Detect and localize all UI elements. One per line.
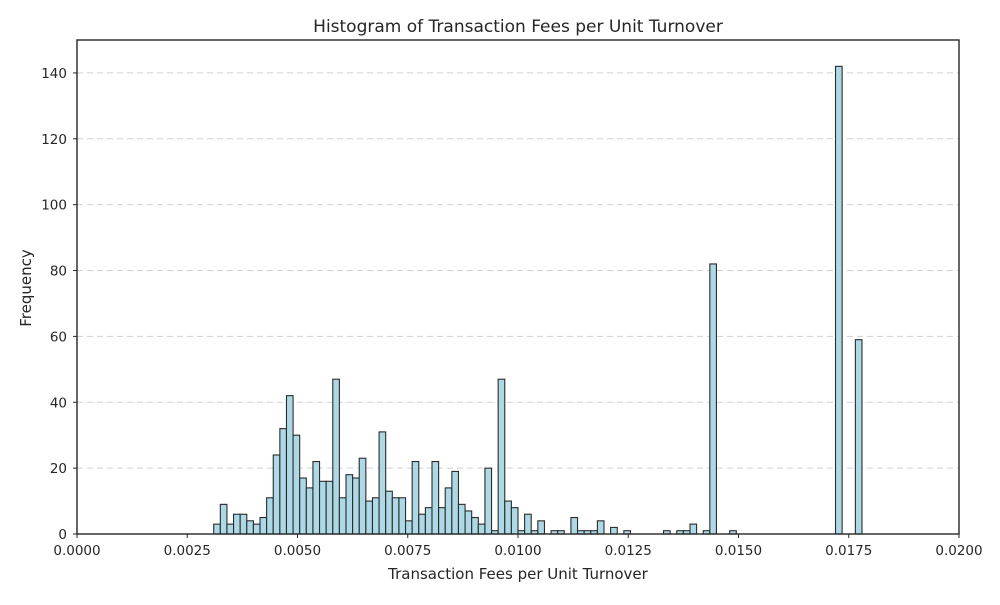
histogram-bar [431, 460, 440, 535]
y-axis-ticks: 0 20 40 60 80 100 120 140 [41, 66, 77, 543]
histogram-bar [345, 474, 354, 535]
histogram-bar [252, 523, 261, 535]
y-tick-label: 40 [50, 395, 67, 411]
histogram-bar [510, 507, 519, 535]
x-axis-label: Transaction Fees per Unit Turnover [387, 565, 648, 583]
y-tick-label: 60 [50, 329, 67, 345]
histogram-bar [854, 339, 863, 535]
histogram-bar [477, 523, 486, 535]
histogram-bar [213, 523, 221, 535]
histogram-bar [385, 490, 393, 535]
histogram-bar [318, 480, 327, 535]
histogram-bar [537, 520, 546, 535]
histogram-bar [464, 510, 473, 535]
histogram-bar [279, 428, 288, 535]
y-tick-label: 140 [41, 66, 67, 82]
histogram-bar [424, 507, 433, 535]
x-tick-label: 0.0175 [825, 543, 872, 559]
y-tick-label: 120 [41, 132, 67, 148]
histogram-bar [834, 65, 843, 535]
x-tick-label: 0.0075 [384, 543, 431, 559]
histogram-bar [457, 503, 466, 535]
histogram-bar [378, 431, 387, 535]
histogram-bar [352, 477, 360, 535]
histogram-bar [239, 513, 248, 535]
histogram-bar [524, 513, 532, 535]
histogram-bar [411, 460, 420, 535]
histogram-bar [497, 378, 506, 535]
histogram-bar [219, 503, 228, 535]
histogram-bar [471, 516, 479, 535]
histogram-bar [266, 497, 274, 535]
x-tick-label: 0.0050 [274, 543, 321, 559]
histogram-bar [709, 263, 718, 535]
y-tick-label: 0 [58, 527, 67, 543]
x-tick-label: 0.0150 [715, 543, 762, 559]
histogram-bar [391, 497, 400, 535]
y-axis-label: Frequency [17, 249, 35, 327]
histogram-bar [404, 520, 413, 535]
histogram-bar [312, 460, 321, 535]
histogram-bar [285, 395, 294, 535]
x-tick-label: 0.0025 [164, 543, 211, 559]
histogram-bar [689, 523, 698, 535]
y-tick-label: 20 [50, 461, 67, 477]
histogram-bar [365, 500, 374, 535]
histogram-bar [259, 516, 268, 535]
histogram-bar [305, 487, 314, 535]
histogram-bar [246, 520, 254, 535]
histogram-bar [484, 467, 493, 535]
x-axis-ticks: 0.0000 0.0025 0.0050 0.0075 0.0100 0.0125 0.01… [53, 534, 983, 559]
histogram-bar [358, 457, 367, 535]
histogram-bar [596, 520, 605, 535]
histogram-bar [570, 516, 579, 535]
x-tick-label: 0.0000 [53, 543, 100, 559]
histogram-bar [226, 523, 235, 535]
axes-frame [76, 39, 960, 535]
histogram-bar [444, 487, 453, 535]
histogram-bar [610, 526, 618, 535]
histogram-bar [272, 454, 281, 535]
histogram-bar [233, 513, 241, 535]
y-tick-label: 80 [50, 264, 67, 280]
histogram-bar [504, 500, 512, 535]
histogram-bar [438, 507, 446, 535]
x-tick-label: 0.0200 [935, 543, 982, 559]
x-tick-label: 0.0100 [494, 543, 541, 559]
histogram-bar [332, 378, 340, 535]
histogram-bar [398, 497, 407, 535]
histogram-bar [451, 470, 460, 535]
histogram-bar [371, 497, 380, 535]
histogram-bar [338, 497, 347, 535]
histogram-bar [418, 513, 426, 535]
grid-lines [77, 72, 959, 469]
y-tick-label: 100 [41, 198, 67, 214]
histogram-bar [299, 477, 307, 535]
histogram-bar [292, 434, 301, 535]
histogram-bars [213, 65, 863, 535]
histogram-bar [325, 480, 334, 535]
chart-title: Histogram of Transaction Fees per Unit T… [313, 17, 723, 37]
x-tick-label: 0.0125 [605, 543, 652, 559]
